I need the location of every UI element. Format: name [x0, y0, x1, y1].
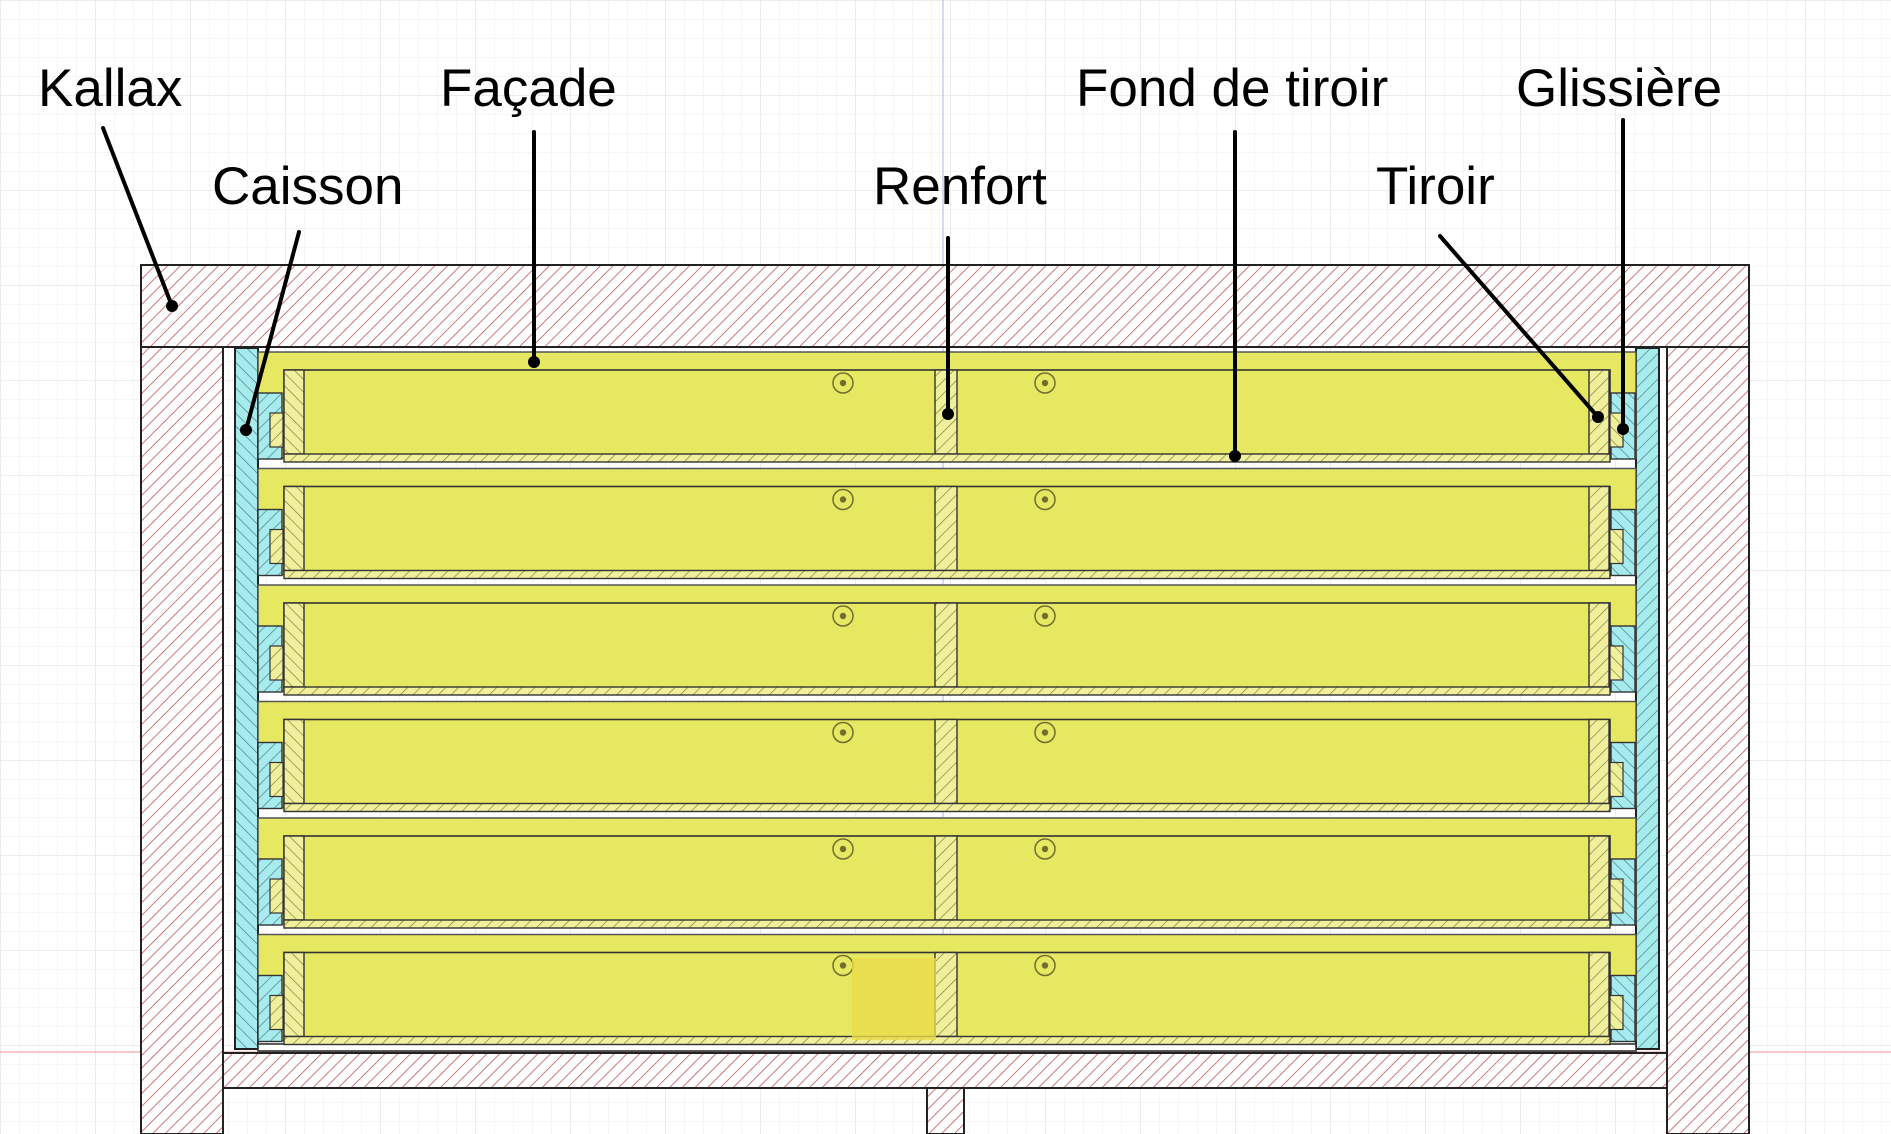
screw-center	[1041, 729, 1049, 736]
label-fond-de-tiroir: Fond de tiroir	[1076, 59, 1388, 118]
leader-caisson	[240, 230, 301, 436]
drawer-right-side	[1588, 602, 1610, 688]
screw-outer-ring	[832, 721, 854, 744]
screw-outer-ring	[832, 488, 854, 511]
label-tiroir: Tiroir	[1376, 157, 1495, 216]
drawer-right-side	[1588, 718, 1610, 805]
drawer-reinforcement	[934, 835, 958, 921]
screw-outer-ring	[1034, 605, 1056, 627]
screw-outer-ring	[832, 838, 854, 860]
label-glissiere: Glissière	[1516, 59, 1722, 118]
drawer-bottom	[283, 919, 1611, 929]
drawer-reinforcement	[934, 951, 958, 1038]
drawer-left-side	[283, 951, 305, 1038]
drawer-left-side	[283, 718, 305, 805]
screw-center	[839, 612, 847, 620]
kallax-right-panel	[1666, 346, 1750, 1134]
caisson-right-wall	[1635, 347, 1660, 1050]
drawer-reinforcement	[934, 602, 958, 688]
drawer-left-side	[283, 369, 305, 455]
kallax-top-panel	[140, 264, 1750, 348]
screw-outer-ring	[1034, 721, 1056, 744]
screw-outer-ring	[832, 605, 854, 627]
screw-outer-ring	[832, 372, 854, 394]
highlight-square	[852, 958, 936, 1040]
kallax-center-divider	[926, 1087, 965, 1134]
slide-left-runner	[269, 994, 284, 1031]
drawer-left-side	[283, 835, 305, 921]
slide-left-runner	[269, 878, 284, 914]
screw-outer-ring	[1034, 372, 1056, 394]
kallax-bottom-shelf	[222, 1052, 1668, 1089]
leader-glissiere	[1617, 118, 1629, 435]
drawer-reinforcement	[934, 718, 958, 805]
leader-facade	[528, 130, 540, 368]
label-facade: Façade	[440, 59, 617, 118]
drawer-right-side	[1588, 485, 1610, 572]
screw-center	[839, 496, 847, 503]
screw-center	[1041, 496, 1049, 503]
drawer-left-side	[283, 485, 305, 572]
screw-center	[1041, 962, 1049, 969]
drawer-bottom	[283, 453, 1611, 463]
screw-outer-ring	[1034, 954, 1056, 977]
slide-right-runner	[1609, 645, 1624, 681]
drawer-left-side	[283, 602, 305, 688]
kallax-frame	[140, 264, 1750, 1134]
caisson-left-wall	[234, 347, 259, 1050]
label-caisson: Caisson	[212, 157, 403, 216]
drawer-bottom	[283, 686, 1611, 696]
slide-left-runner	[269, 761, 284, 798]
drawer-right-side	[1588, 951, 1610, 1038]
screw-center	[839, 962, 847, 969]
label-kallax: Kallax	[38, 59, 182, 118]
leader-fond-de-tiroir	[1229, 130, 1241, 462]
drawer-bottom	[283, 1035, 1611, 1046]
slide-left-runner	[269, 412, 284, 448]
kallax-left-panel	[140, 346, 224, 1134]
leader-kallax	[101, 126, 178, 312]
drawer-bottom	[283, 802, 1611, 813]
caisson	[234, 347, 1660, 1052]
screw-center	[839, 729, 847, 736]
slide-right-runner	[1609, 761, 1624, 798]
slide-left-runner	[269, 528, 284, 565]
screw-outer-ring	[1034, 488, 1056, 511]
slide-left-runner	[269, 645, 284, 681]
screw-center	[1041, 379, 1049, 387]
leader-renfort	[942, 236, 954, 420]
leader-tiroir	[1438, 234, 1604, 423]
screw-center	[839, 379, 847, 387]
drawer-right-side	[1588, 835, 1610, 921]
drawer-reinforcement	[934, 485, 958, 572]
slide-right-runner	[1609, 878, 1624, 914]
slide-right-runner	[1609, 994, 1624, 1031]
screw-center	[1041, 845, 1049, 853]
label-renfort: Renfort	[873, 157, 1047, 216]
screw-outer-ring	[1034, 838, 1056, 860]
screw-center	[839, 845, 847, 853]
drawer-bottom	[283, 569, 1611, 580]
screw-center	[1041, 612, 1049, 620]
slide-right-runner	[1609, 528, 1624, 565]
